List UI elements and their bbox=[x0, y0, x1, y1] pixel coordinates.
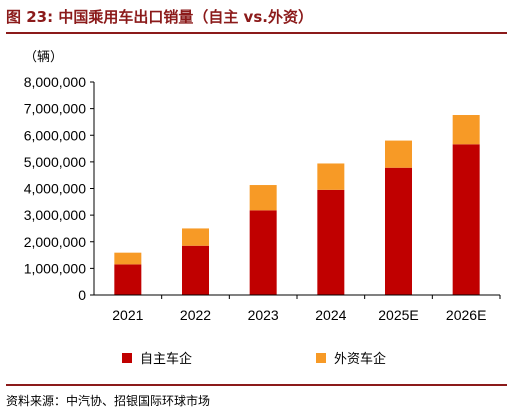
y-unit-label: （辆） bbox=[24, 50, 63, 65]
x-tick-label: 2021 bbox=[112, 307, 143, 323]
top-rule bbox=[6, 32, 507, 34]
y-tick-label: 5,000,000 bbox=[24, 154, 86, 170]
y-tick-label: 6,000,000 bbox=[24, 127, 86, 143]
bar-foreign bbox=[317, 163, 345, 190]
bar-foreign bbox=[385, 140, 412, 168]
y-tick-label: 1,000,000 bbox=[24, 260, 86, 276]
bar-domestic bbox=[249, 210, 277, 295]
x-tick-label: 2026E bbox=[446, 307, 486, 323]
bar-domestic bbox=[182, 245, 209, 295]
y-tick-label: 7,000,000 bbox=[24, 101, 86, 117]
x-tick-label: 2025E bbox=[378, 307, 418, 323]
y-tick-label: 0 bbox=[78, 287, 86, 303]
x-tick-label: 2024 bbox=[315, 307, 346, 323]
bar-foreign bbox=[452, 115, 480, 145]
y-axis: 0 1,000,000 2,000,000 3,000,000 4,000,000 5,0… bbox=[24, 74, 95, 303]
legend-label-foreign: 外资车企 bbox=[334, 351, 386, 367]
bottom-rule bbox=[6, 384, 507, 386]
y-tick-label: 2,000,000 bbox=[24, 234, 86, 250]
x-tick-label: 2023 bbox=[248, 307, 279, 323]
bar-foreign bbox=[182, 228, 209, 246]
y-tick-label: 8,000,000 bbox=[24, 74, 86, 90]
legend-swatch-domestic bbox=[122, 353, 132, 363]
legend-label-domestic: 自主车企 bbox=[140, 351, 192, 367]
y-tick-label: 3,000,000 bbox=[24, 207, 86, 223]
legend: 自主车企 外资车企 bbox=[122, 351, 386, 367]
bar-domestic bbox=[452, 144, 480, 295]
bar-domestic bbox=[317, 189, 345, 295]
bar-domestic bbox=[114, 264, 142, 295]
figure-title: 图 23: 中国乘用车出口销量（自主 vs.外资） bbox=[6, 8, 313, 26]
x-axis: 2021 2022 2023 2024 2025E 2026E bbox=[94, 294, 501, 323]
bar-domestic bbox=[385, 167, 412, 295]
bars bbox=[114, 115, 480, 295]
x-tick-label: 2022 bbox=[180, 307, 211, 323]
bar-foreign bbox=[114, 252, 142, 265]
bar-foreign bbox=[249, 185, 277, 211]
source-note: 资料来源：中汽协、招银国际环球市场 bbox=[6, 394, 211, 408]
legend-swatch-foreign bbox=[316, 353, 326, 363]
y-tick-label: 4,000,000 bbox=[24, 181, 86, 197]
